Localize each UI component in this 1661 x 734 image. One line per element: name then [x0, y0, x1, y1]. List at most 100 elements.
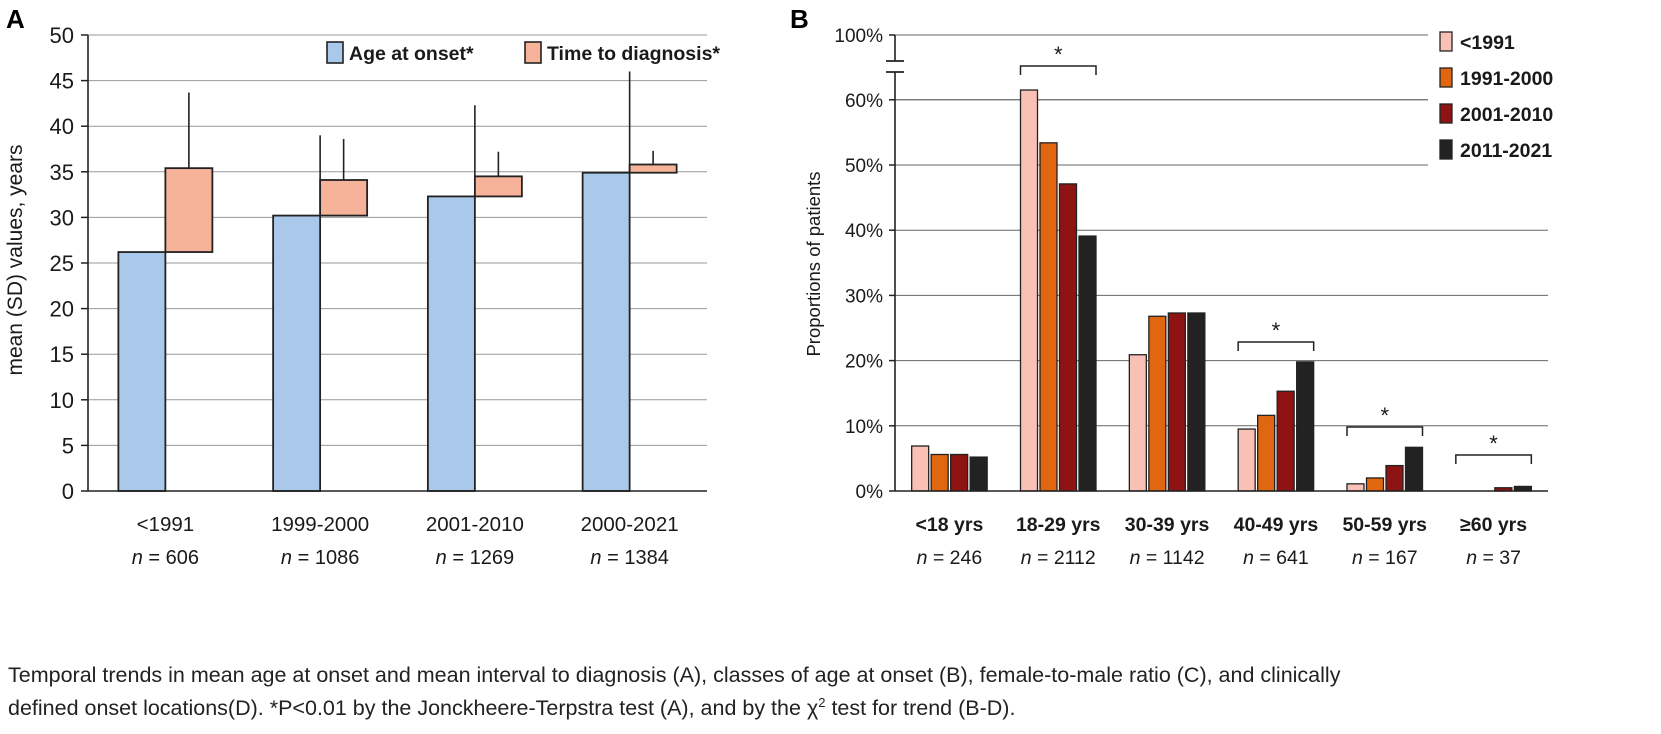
panel-b-bar: [1128, 354, 1147, 492]
figure-caption: Temporal trends in mean age at onset and…: [8, 659, 1648, 725]
panel-b-x-tick-label: 40-49 yrs: [1234, 514, 1319, 536]
panel-a-legend-label: Age at onset*: [349, 43, 474, 65]
panel-a-bar-age-onset: [272, 214, 322, 492]
panel-a-bar-time-diagnosis: [319, 179, 369, 217]
panel-a-y-tick-label: 35: [50, 160, 74, 185]
panel-b-legend-swatch: [1439, 139, 1453, 160]
panel-a-y-tick-label: 50: [50, 23, 74, 48]
panel-b-bar: [950, 453, 969, 492]
panel-b-x-tick-label: 18-29 yrs: [1016, 514, 1101, 536]
caption-line-2: defined onset locations(D). *P<0.01 by t…: [8, 692, 1648, 725]
panel-a-n-label: n = 1384: [590, 547, 668, 569]
panel-b-legend-label: 1991-2000: [1460, 68, 1553, 90]
panel-b-bar: [1019, 89, 1039, 492]
panel-b-n-label: n = 37: [1466, 547, 1521, 569]
panel-a-y-tick-label: 10: [50, 388, 74, 413]
panel-a-y-tick-label: 25: [50, 251, 74, 276]
panel-a-bar-age-onset: [117, 251, 167, 492]
panel-b-bar: [1276, 390, 1295, 492]
panel-b-bar: [1237, 428, 1256, 492]
panel-b-n-label: n = 246: [917, 547, 983, 569]
panel-b-legend-swatch: [1439, 31, 1453, 52]
panel-b-x-tick-label: 30-39 yrs: [1125, 514, 1210, 536]
panel-b-significance-bracket: [1019, 65, 1097, 75]
panel-b-n-label: n = 167: [1352, 547, 1418, 569]
panel-b-bars: * * * *: [911, 42, 1533, 492]
panel-b-legend-label: 2001-2010: [1460, 104, 1553, 126]
panel-a-letter: A: [6, 4, 25, 34]
panel-b-bar: [1385, 464, 1404, 492]
panel-a-y-tick-label: 15: [50, 342, 74, 367]
panel-b-bar: [969, 456, 988, 492]
panel-a-y-tick-label: 45: [50, 69, 74, 94]
panel-b-bar: [930, 453, 949, 492]
panel-b-bar: [1365, 477, 1385, 492]
caption-line-2-start: defined onset locations(D). *P<0.01 by t…: [8, 696, 807, 720]
panel-a-x-tick-label: 2000-2021: [581, 513, 679, 536]
panel-a-n-label: n = 1269: [436, 547, 514, 569]
panel-a-bar-age-onset: [581, 171, 631, 492]
panel-b-bar: [1058, 183, 1078, 492]
panel-b-bar: [1039, 142, 1058, 492]
panel-a-bar-time-diagnosis: [473, 175, 523, 198]
panel-a-y-tick-label: 20: [50, 297, 74, 322]
panel-b-x-tick-label: ≥60 yrs: [1460, 514, 1527, 536]
panel-a-x-tick-label: 2001-2010: [426, 513, 524, 536]
panel-b-n-label: n = 641: [1243, 547, 1309, 569]
panel-a-legend-swatch: [524, 41, 542, 64]
panel-b-chart: B Proportions of patients * * * * 0% 10% 20% 3…: [790, 4, 1553, 569]
panel-b-legend-label: 2011-2021: [1460, 140, 1552, 162]
panel-b-y-tick-label: 100%: [834, 26, 883, 47]
panel-b-bar: [1404, 446, 1424, 492]
panel-b-y-tick-label: 50%: [845, 156, 883, 177]
panel-b-n-label: n = 1142: [1130, 547, 1205, 569]
panel-b-y-tick-label: 10%: [845, 417, 883, 438]
panel-b-y-tick-label: 30%: [845, 286, 883, 307]
panel-b-letter: B: [790, 4, 809, 34]
panel-b-axes: 0% 10% 20% 30% 40% 50% 60% 100% <18 yrs n = 246 18…: [834, 26, 1548, 569]
panel-b-bar: [1187, 312, 1206, 492]
panel-b-y-axis-label: Proportions of patients: [803, 171, 824, 356]
panel-b-bar: [911, 445, 930, 492]
panel-a-x-tick-label: 1999-2000: [271, 513, 369, 536]
panel-b-y-tick-label: 40%: [845, 221, 883, 242]
panel-a-n-label: n = 606: [132, 547, 199, 569]
panel-a-bar-age-onset: [426, 195, 476, 492]
panel-a-bars: [117, 71, 678, 492]
panel-b-significance-bracket: [1237, 341, 1315, 351]
panel-b-y-tick-label: 60%: [845, 91, 883, 112]
panel-a-y-axis-label: mean (SD) values, years: [4, 144, 27, 375]
panel-b-bar: [1167, 312, 1186, 492]
panel-a-bar-time-diagnosis: [164, 167, 214, 253]
panel-b-bar: [1257, 414, 1276, 492]
panel-b-n-label: n = 2112: [1021, 547, 1096, 569]
panel-b-legend-label: <1991: [1460, 32, 1515, 54]
panel-b-legend: <1991 1991-2000 2001-2010 2011-2021: [1439, 31, 1553, 162]
panel-a-axes: 0 5 10 15 20 25 30 35 40 45 50 <1991 n = 606 1999-200…: [50, 23, 707, 569]
panel-b-gridlines: [895, 34, 1548, 427]
panel-b-legend-swatch: [1439, 67, 1453, 88]
panel-a-n-label: n = 1086: [281, 547, 359, 569]
caption-chi-symbol: χ: [806, 696, 819, 720]
panel-b-bar: [1148, 315, 1167, 492]
caption-line-2-end: test for trend (B-D).: [825, 696, 1016, 720]
panel-b-significance-marker: *: [1489, 431, 1498, 456]
caption-chi-superscript: 2: [818, 694, 826, 710]
panel-b-x-tick-label: <18 yrs: [916, 514, 984, 536]
panel-a-y-tick-label: 0: [62, 479, 74, 504]
panel-b-significance-marker: *: [1272, 318, 1281, 343]
panel-a-y-tick-label: 5: [62, 433, 74, 458]
panel-b-bar: [1346, 483, 1365, 492]
panel-b-bar: [1296, 361, 1315, 492]
panel-b-significance-marker: *: [1380, 403, 1389, 428]
figure: A mean (SD) values, years 0 5 10 15 20 25 30 35…: [4, 4, 1553, 569]
panel-a-bar-time-diagnosis: [628, 163, 678, 174]
panel-a-legend-label: Time to diagnosis*: [547, 43, 720, 65]
panel-b-legend-swatch: [1439, 103, 1453, 124]
panel-a-legend: Age at onset* Time to diagnosis*: [326, 41, 720, 65]
panel-a-x-tick-label: <1991: [137, 513, 195, 536]
panel-a-y-tick-label: 30: [50, 205, 74, 230]
panel-b-x-tick-label: 50-59 yrs: [1342, 514, 1427, 536]
panel-a-legend-swatch: [326, 41, 344, 64]
panel-b-significance-marker: *: [1054, 42, 1063, 67]
